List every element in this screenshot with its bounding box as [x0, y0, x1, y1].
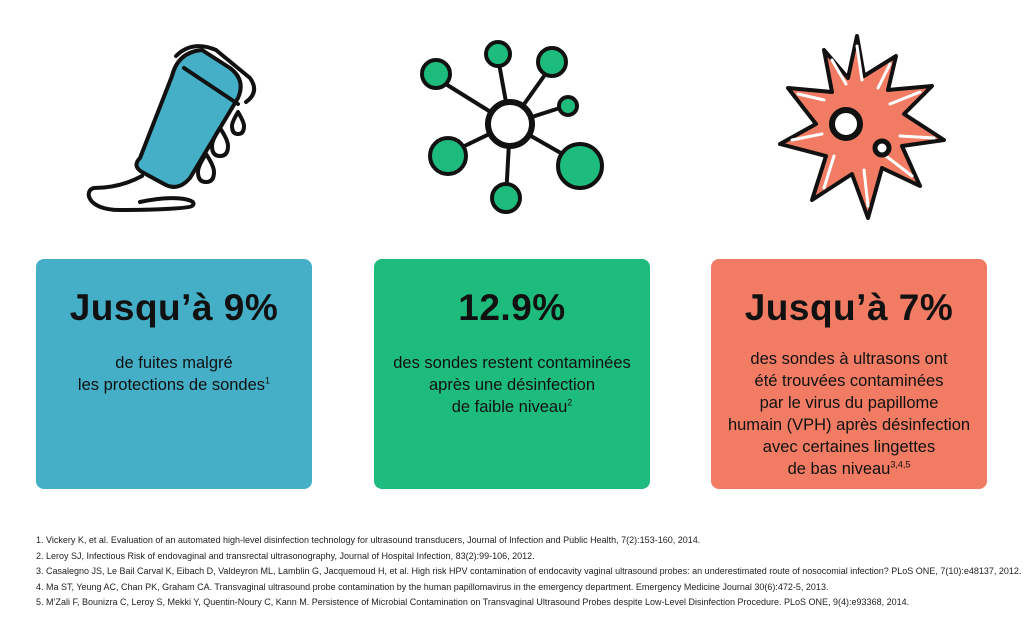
stat-card-contaminated: 12.9% des sondes restent contaminées apr…	[374, 259, 650, 489]
footnote-ref: 2	[567, 397, 573, 408]
virus-icon	[778, 34, 946, 220]
stat-description: des sondes restent contaminées après une…	[393, 354, 631, 416]
reference-item: 2. Leroy SJ, Infectious Risk of endovagi…	[36, 550, 535, 561]
references-list: 1. Vickery K, et al. Evaluation of an au…	[36, 533, 1021, 611]
reference-item: 1. Vickery K, et al. Evaluation of an au…	[36, 535, 701, 545]
reference-item: 4. Ma ST, Yeung AC, Chan PK, Graham CA. …	[36, 581, 829, 592]
network-nodes-icon	[420, 40, 604, 214]
stat-card-hpv: Jusqu’à 7% des sondes à ultrasons ont ét…	[711, 259, 987, 489]
stat-description: des sondes à ultrasons ont été trouvées …	[727, 350, 971, 478]
stat-description: de fuites malgré les protections de sond…	[77, 354, 271, 394]
stat-value: Jusqu’à 7%	[744, 287, 954, 328]
stat-value: Jusqu’à 9%	[69, 287, 279, 328]
ultrasound-probe-icon	[86, 44, 257, 212]
footnote-ref: 3,4,5	[890, 459, 911, 470]
footnote-ref: 1	[265, 375, 271, 386]
stat-value: 12.9%	[458, 287, 566, 328]
reference-item: 5. M’Zali F, Bounizra C, Leroy S, Mekki …	[36, 597, 910, 607]
stat-card-leaks: Jusqu’à 9% de fuites malgré les protecti…	[36, 259, 312, 489]
reference-item: 3. Casalegno JS, Le Bail Carval K, Eibac…	[36, 566, 1022, 576]
